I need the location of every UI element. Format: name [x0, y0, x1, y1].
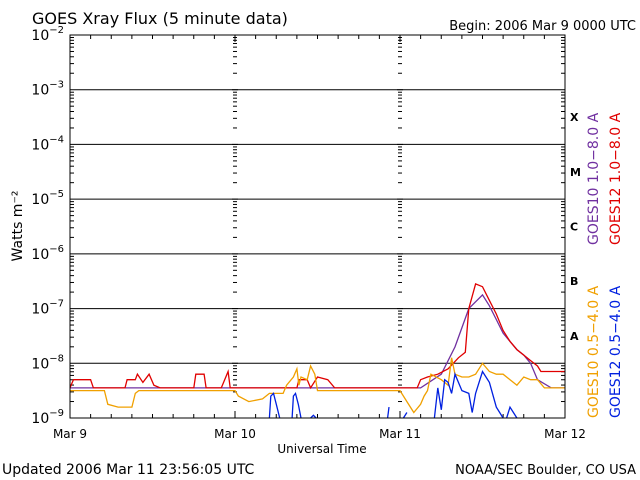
plot-frame [69, 34, 566, 419]
series-3 [268, 369, 518, 419]
updated-label: Updated 2006 Mar 11 23:56:05 UTC [2, 462, 255, 478]
legend-entry: GOES10 0.5−4.0 A [586, 285, 602, 418]
legend: GOES10 1.0−8.0 A GOES12 1.0−8.0 A GOES10 0… [586, 112, 624, 418]
y-tick-label: 10−5 [31, 189, 64, 208]
flare-class-label: C [570, 221, 578, 234]
horizontal-gridlines [70, 89, 565, 364]
chart-title: GOES Xray Flux (5 minute data) [32, 9, 288, 28]
flare-class-label: X [570, 111, 579, 124]
y-tick-label: 10−9 [31, 408, 64, 427]
x-tick-label: Mar 9 [53, 427, 87, 441]
series-segment [505, 405, 518, 419]
series-segment [310, 414, 317, 419]
y-tick-label: 10−8 [31, 353, 64, 372]
credit-label: NOAA/SEC Boulder, CO USA [455, 463, 636, 478]
series-segment [291, 391, 302, 419]
series-segment [402, 412, 408, 419]
series-segment [433, 369, 504, 419]
series-segment [268, 392, 281, 419]
y-tick-labels: 10−9 10−8 10−7 10−6 10−5 10−4 10−3 10−2 [31, 25, 64, 427]
legend-entry: GOES12 0.5−4.0 A [608, 285, 624, 418]
legend-entry: GOES10 1.0−8.0 A [586, 112, 602, 245]
flare-class-label: B [570, 275, 578, 288]
y-axis-label: Watts m⁻² [10, 191, 26, 262]
x-minor-ticks [69, 35, 566, 419]
series-line [70, 357, 565, 414]
flare-class-label: A [570, 330, 579, 343]
series-line [69, 283, 565, 390]
series-segment [386, 407, 390, 419]
x-tick-label: Mar 11 [379, 427, 421, 441]
y-tick-label: 10−3 [31, 80, 64, 99]
flare-class-label: M [570, 166, 581, 179]
y-tick-label: 10−2 [31, 25, 64, 44]
x-axis-label: Universal Time [277, 442, 366, 456]
series-1 [69, 283, 565, 390]
series-2 [70, 357, 565, 414]
y-tick-label: 10−7 [31, 299, 64, 318]
flare-class-labels: X M C B A [570, 111, 581, 343]
x-tick-label: Mar 10 [214, 427, 256, 441]
x-tick-label: Mar 12 [544, 427, 586, 441]
y-tick-label: 10−4 [31, 134, 64, 153]
legend-entry: GOES12 1.0−8.0 A [608, 112, 624, 245]
x-tick-labels: Mar 9 Mar 10 Mar 11 Mar 12 [53, 427, 586, 441]
begin-label: Begin: 2006 Mar 9 0000 UTC [449, 19, 636, 34]
y-tick-label: 10−6 [31, 244, 64, 263]
series-layer [69, 283, 565, 419]
